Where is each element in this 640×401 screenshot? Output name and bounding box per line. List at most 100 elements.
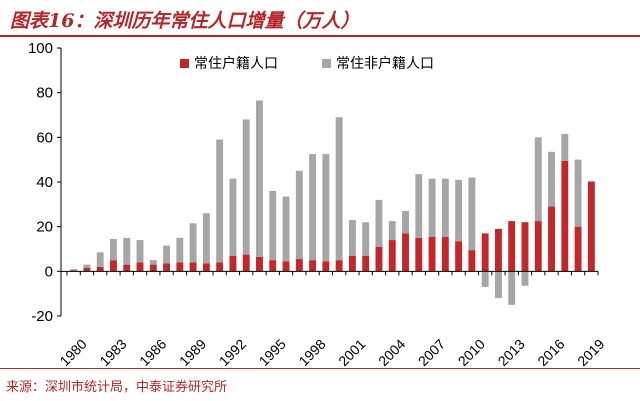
bar-feihuji [587, 180, 595, 182]
x-tick-label: 2019 [574, 336, 607, 368]
bar-huji [335, 260, 343, 272]
legend-item-huji-label: 常住户籍人口 [194, 55, 278, 72]
bar-feihuji [508, 271, 516, 305]
bar-feihuji [256, 100, 263, 257]
bar-feihuji [309, 154, 317, 261]
bar-huji [242, 254, 250, 272]
x-tick-label: 2004 [375, 336, 408, 368]
bar-feihuji [388, 221, 396, 241]
bar-huji [481, 233, 489, 272]
bar-feihuji [335, 117, 343, 261]
y-tick-label: 0 [45, 263, 53, 280]
bar-huji [548, 206, 555, 272]
bar-huji [282, 261, 290, 272]
bar-huji [110, 260, 117, 272]
y-axis: -20 0 20 40 60 80 100 [28, 40, 62, 325]
bar-feihuji [455, 179, 463, 242]
bar-huji [508, 221, 516, 272]
bar-huji [441, 236, 449, 272]
x-tick-label: 1980 [56, 336, 89, 368]
bar-feihuji [123, 237, 131, 265]
bar-feihuji [481, 271, 489, 287]
x-tick-label: 1989 [176, 336, 209, 368]
source-note: 来源：深圳市统计局，中泰证券研究所 [6, 380, 228, 395]
legend-item-feihuji-label: 常住非户籍人口 [336, 55, 434, 72]
bar-huji [574, 226, 582, 272]
bar-huji [136, 262, 144, 272]
x-tick-label: 1998 [295, 336, 328, 368]
bar-huji [388, 240, 396, 272]
bar-feihuji [110, 238, 117, 261]
bar-feihuji [362, 222, 370, 256]
bar-feihuji [216, 139, 224, 263]
bar-huji [295, 259, 303, 272]
bar-feihuji [96, 252, 104, 267]
legend-item-feihuji-swatch [322, 59, 331, 68]
bar-huji [534, 221, 542, 272]
bar-feihuji [574, 159, 582, 227]
bar-huji [521, 222, 529, 272]
bar-huji [322, 261, 330, 272]
bar-feihuji [189, 223, 197, 263]
y-tick-label: 100 [28, 40, 53, 57]
bar-feihuji [176, 237, 184, 263]
bar-huji [587, 182, 595, 272]
bar-feihuji [548, 151, 555, 207]
y-tick-label: 80 [36, 85, 53, 102]
bar-huji [149, 264, 157, 272]
bar-huji [269, 260, 277, 272]
bar-huji [189, 262, 197, 272]
bar-feihuji [282, 196, 290, 262]
bar-huji [96, 266, 104, 272]
title-divider [0, 35, 640, 37]
bar-huji [494, 228, 502, 272]
title-bar: 图表16：深圳历年常住人口增量（万人） [0, 0, 640, 37]
x-tick-label: 1995 [256, 336, 289, 368]
bar-feihuji [348, 219, 356, 256]
bar-huji [375, 246, 383, 272]
bar-feihuji [468, 177, 476, 251]
bar-feihuji [242, 119, 250, 255]
legend: 常住户籍人口 常住非户籍人口 [180, 55, 434, 72]
bar-huji [229, 255, 237, 272]
bar-huji [163, 263, 171, 272]
bar-huji [561, 160, 569, 272]
x-tick-label: 1986 [136, 336, 169, 368]
bar-feihuji [561, 133, 569, 161]
bar-feihuji [269, 190, 277, 261]
bar-huji [309, 260, 317, 272]
bar-feihuji [521, 271, 529, 286]
bar-feihuji [136, 240, 144, 263]
bar-huji [362, 255, 370, 272]
bar-feihuji [534, 137, 542, 222]
chart-title: 图表16：深圳历年常住人口增量（万人） [10, 10, 360, 32]
bar-feihuji [415, 174, 423, 238]
source-divider [0, 368, 640, 369]
bar-huji [123, 264, 131, 272]
bar-huji [176, 262, 184, 272]
bar-huji [468, 250, 476, 272]
bar-feihuji [494, 271, 502, 299]
x-tick-label: 2016 [534, 336, 567, 368]
bar-feihuji [149, 260, 157, 265]
bar-feihuji [70, 269, 78, 271]
bar-feihuji [295, 170, 303, 260]
bar-feihuji [375, 199, 383, 247]
y-tick-label: 20 [36, 219, 53, 236]
legend-item-huji-swatch [180, 59, 189, 68]
bar-feihuji [428, 178, 436, 237]
bar-huji [70, 270, 78, 272]
x-tick-label: 2007 [415, 336, 448, 368]
bar-huji [83, 267, 91, 272]
bar-feihuji [202, 213, 210, 264]
bar-huji [216, 262, 224, 272]
bar-feihuji [229, 178, 237, 256]
bar-feihuji [83, 264, 91, 268]
bar-feihuji [322, 154, 330, 262]
bar-feihuji [402, 211, 409, 234]
y-tick-label: -20 [31, 308, 53, 325]
y-tick-label: 60 [36, 129, 53, 146]
bar-huji [455, 241, 463, 272]
chart: -20 0 20 40 60 80 100 1980 1983 1986 1989 1992 1995… [28, 40, 608, 368]
bar-huji [402, 233, 409, 272]
